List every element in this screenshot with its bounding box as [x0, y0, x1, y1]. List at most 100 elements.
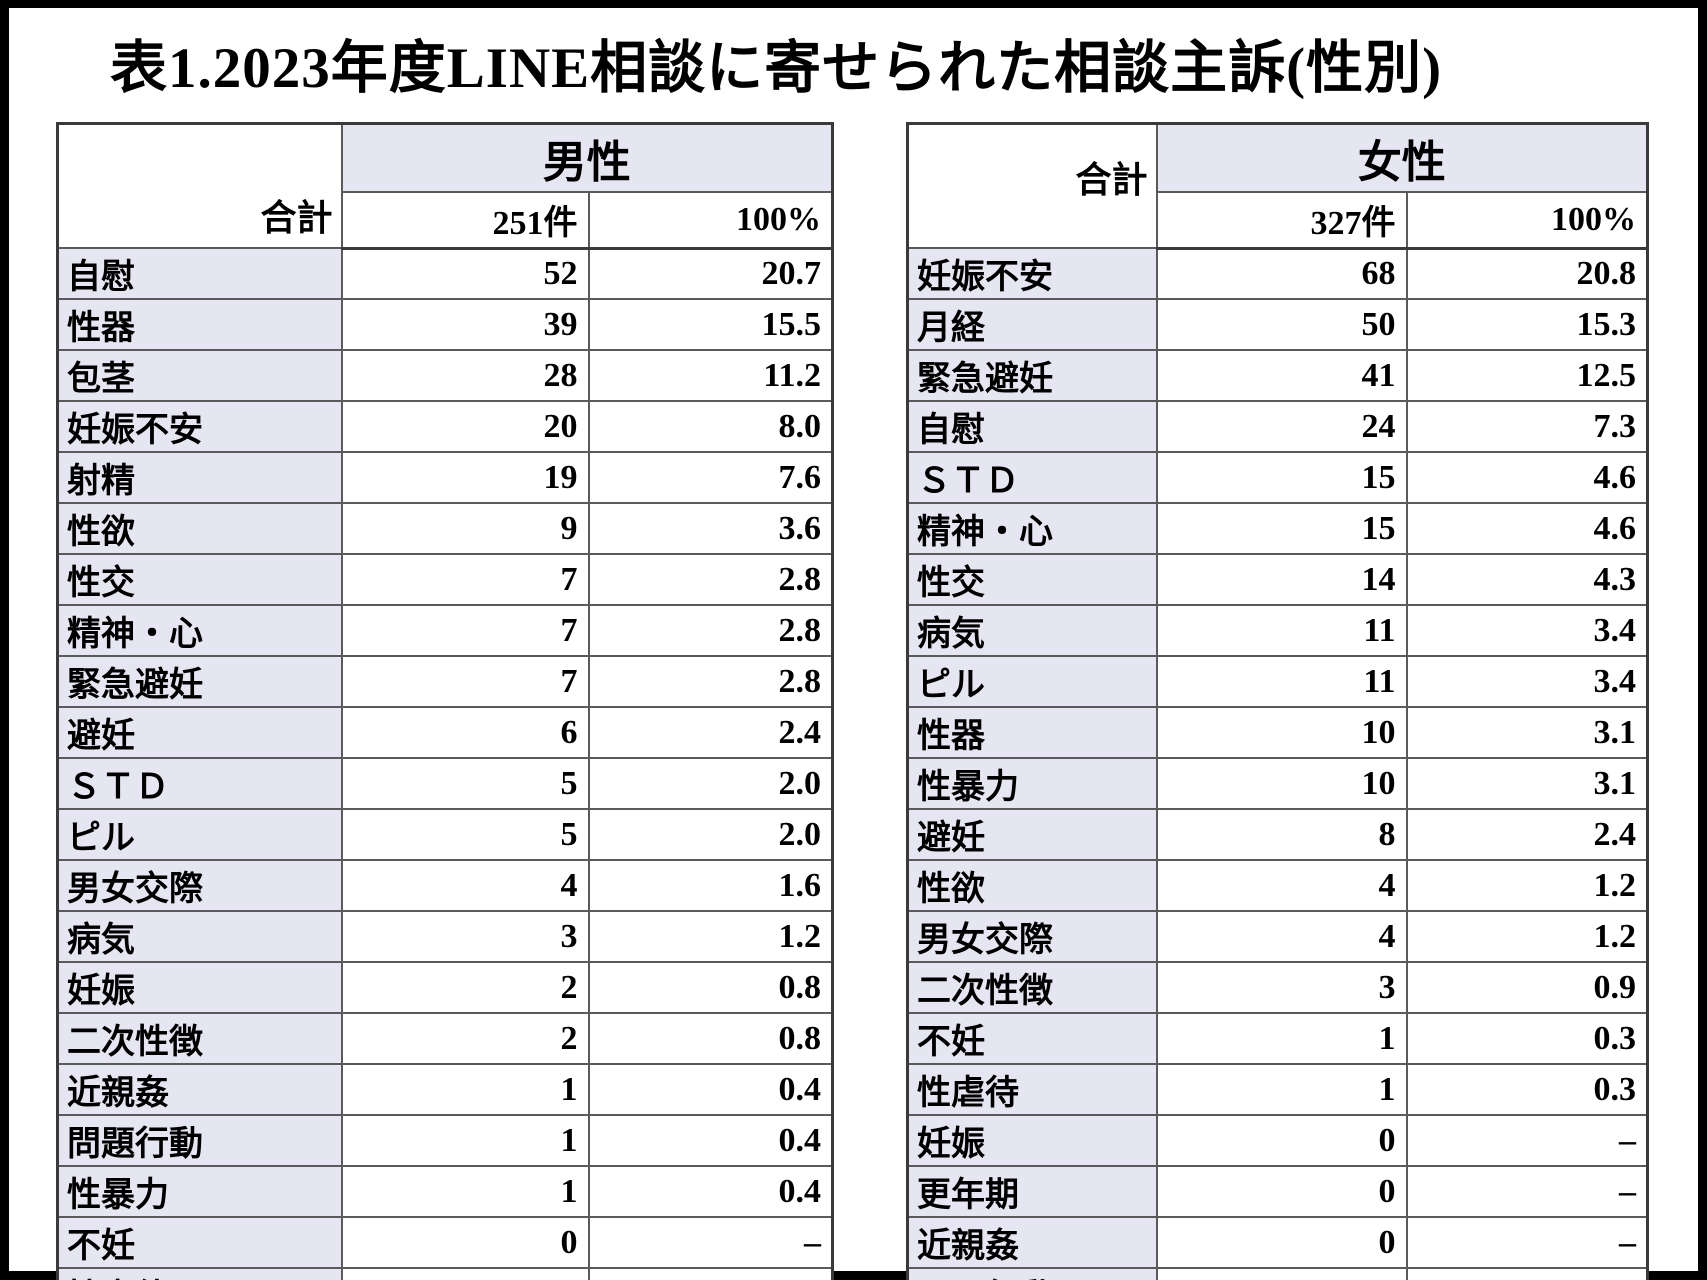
table-row: 性器 10 3.1	[906, 706, 1649, 759]
row-percent: –	[1405, 1267, 1649, 1280]
row-label: 自慰	[906, 400, 1158, 453]
row-label: 緊急避妊	[56, 655, 343, 708]
row-count: 7	[340, 553, 590, 606]
row-percent: 20.7	[587, 247, 834, 300]
female-total-percent: 100%	[1405, 191, 1649, 250]
row-count: 28	[340, 349, 590, 402]
row-count: 14	[1155, 553, 1408, 606]
table-row: 妊娠不安 68 20.8	[906, 247, 1649, 300]
row-label: 妊娠	[56, 961, 343, 1014]
table-row: 妊娠 2 0.8	[56, 961, 834, 1014]
female-header-row: 合計 女性	[906, 122, 1649, 249]
row-count: 1	[340, 1114, 590, 1167]
female-group-header: 女性	[1155, 122, 1649, 193]
row-label: 性暴力	[56, 1165, 343, 1218]
row-count: 4	[1155, 859, 1408, 912]
row-percent: 3.4	[1405, 604, 1649, 657]
row-percent: 3.1	[1405, 706, 1649, 759]
table-row: 月経 50 15.3	[906, 298, 1649, 351]
row-label: 性器	[906, 706, 1158, 759]
row-percent: 0.4	[587, 1063, 834, 1116]
row-count: 1	[1155, 1063, 1408, 1116]
row-count: 2	[340, 961, 590, 1014]
table-row: 避妊 6 2.4	[56, 706, 834, 759]
table-row: 性虐待0–	[56, 1267, 834, 1280]
table-row: 近親姦 0–	[906, 1216, 1649, 1269]
row-count: 0	[340, 1216, 590, 1269]
row-label: 更年期	[906, 1165, 1158, 1218]
female-total-label: 合計	[906, 122, 1158, 249]
table-row: 病気 3 1.2	[56, 910, 834, 963]
row-percent: 0.3	[1405, 1012, 1649, 1065]
row-label: ＳＴＤ	[906, 451, 1158, 504]
table-row: 自慰 24 7.3	[906, 400, 1649, 453]
female-total-count: 327件	[1155, 191, 1408, 250]
row-percent: 0.4	[587, 1165, 834, 1218]
row-label: 性虐待	[56, 1267, 343, 1280]
row-count: 11	[1155, 655, 1408, 708]
row-label: 問題行動	[56, 1114, 343, 1167]
row-percent: 2.4	[587, 706, 834, 759]
row-count: 10	[1155, 706, 1408, 759]
row-count: 1	[340, 1063, 590, 1116]
row-count: 39	[340, 298, 590, 351]
table-row: ＳＴＤ 5 2.0	[56, 757, 834, 810]
row-percent: 0.3	[1405, 1063, 1649, 1116]
row-count: 2	[340, 1012, 590, 1065]
row-label: 問題行動	[906, 1267, 1158, 1280]
row-percent: 0.4	[587, 1114, 834, 1167]
row-percent: 0.8	[587, 1012, 834, 1065]
row-percent: 0.8	[587, 961, 834, 1014]
row-count: 3	[1155, 961, 1408, 1014]
row-count: 0	[340, 1267, 590, 1280]
row-label: 妊娠不安	[56, 400, 343, 453]
row-label: ＳＴＤ	[56, 757, 343, 810]
table-row: 性暴力 1 0.4	[56, 1165, 834, 1218]
row-percent: 3.1	[1405, 757, 1649, 810]
table-row: 性暴力 10 3.1	[906, 757, 1649, 810]
row-count: 8	[1155, 808, 1408, 861]
row-label: 近親姦	[906, 1216, 1158, 1269]
row-count: 11	[1155, 604, 1408, 657]
figure-title: 表1.2023年度LINE相談に寄せられた相談主訴(性別)	[110, 37, 1443, 100]
row-count: 0	[1155, 1267, 1408, 1280]
table-row: 緊急避妊 41 12.5	[906, 349, 1649, 402]
row-percent: 11.2	[587, 349, 834, 402]
row-count: 0	[1155, 1114, 1408, 1167]
row-label: ピル	[906, 655, 1158, 708]
row-percent: 7.6	[587, 451, 834, 504]
row-percent: 7.3	[1405, 400, 1649, 453]
row-percent: 15.3	[1405, 298, 1649, 351]
row-label: 避妊	[906, 808, 1158, 861]
row-count: 1	[340, 1165, 590, 1218]
row-label: 自慰	[56, 247, 343, 300]
row-percent: 0.9	[1405, 961, 1649, 1014]
table-row: 妊娠 0–	[906, 1114, 1649, 1167]
row-label: 性交	[56, 553, 343, 606]
row-percent: 2.0	[587, 757, 834, 810]
male-table: 合計 男性 251件 100% 自慰 52 20.7 性器 39 15.5 包茎 28 11.2…	[56, 122, 834, 1280]
row-label: 精神・心	[56, 604, 343, 657]
row-label: 妊娠	[906, 1114, 1158, 1167]
row-percent: 2.4	[1405, 808, 1649, 861]
table-row: 男女交際 4 1.6	[56, 859, 834, 912]
row-label: 精神・心	[906, 502, 1158, 555]
table-row: 性器 39 15.5	[56, 298, 834, 351]
table-row: 射精 19 7.6	[56, 451, 834, 504]
table-row: 二次性徴 3 0.9	[906, 961, 1649, 1014]
row-percent: –	[1405, 1216, 1649, 1269]
row-percent: 3.6	[587, 502, 834, 555]
row-percent: 2.8	[587, 553, 834, 606]
male-table-body: 自慰 52 20.7 性器 39 15.5 包茎 28 11.2 妊娠不安 20 8.0 射精 19 7.6…	[56, 247, 834, 1280]
row-percent: 20.8	[1405, 247, 1649, 300]
table-row: 自慰 52 20.7	[56, 247, 834, 300]
row-percent: 4.6	[1405, 502, 1649, 555]
row-label: 性暴力	[906, 757, 1158, 810]
row-count: 1	[1155, 1012, 1408, 1065]
table-row: 精神・心 15 4.6	[906, 502, 1649, 555]
row-count: 4	[1155, 910, 1408, 963]
female-table-body: 妊娠不安 68 20.8 月経 50 15.3 緊急避妊 41 12.5 自慰 24 7.3 ＳＴＤ 15…	[906, 247, 1649, 1280]
table-row: ピル 5 2.0	[56, 808, 834, 861]
male-total-count: 251件	[340, 191, 590, 250]
table-row: 精神・心 7 2.8	[56, 604, 834, 657]
